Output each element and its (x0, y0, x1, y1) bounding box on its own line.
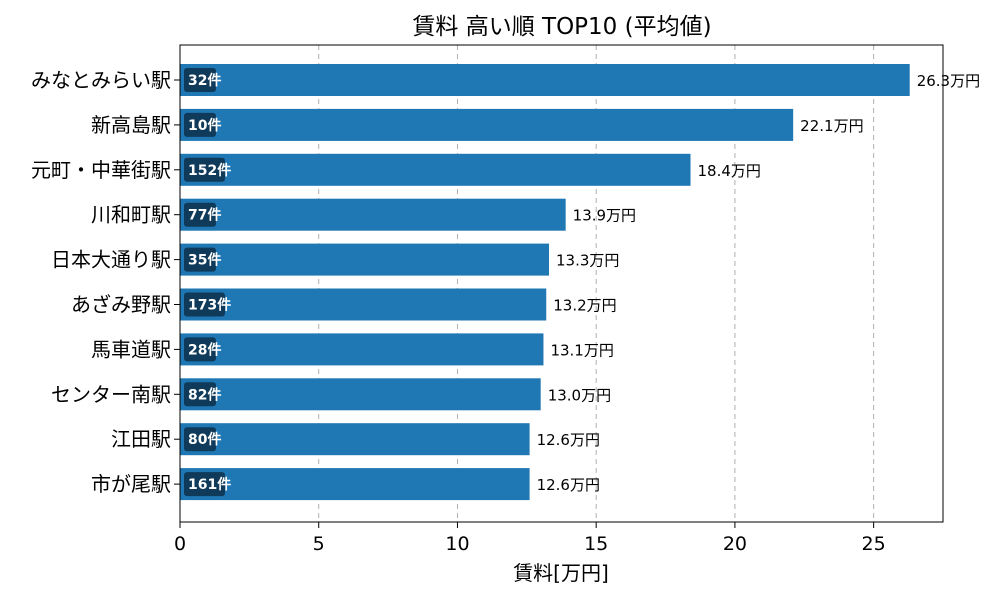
bars: 26.3万円 32件 22.1万円 10件 18.4万円 152件 13.9万円 77件 13.… (180, 64, 980, 501)
y-category-label: 馬車道駅 (91, 337, 171, 361)
bar-value-label: 18.4万円 (698, 162, 761, 180)
x-tick-label: 15 (584, 533, 608, 555)
bar-value-label: 13.9万円 (573, 207, 636, 225)
y-category-label: あざみ野駅 (71, 293, 171, 317)
y-category-label: 江田駅 (111, 427, 171, 451)
count-badge-label: 77件 (188, 207, 221, 224)
bar (180, 423, 530, 456)
count-badge (184, 292, 225, 317)
bar (180, 333, 544, 366)
count-badge (184, 202, 216, 227)
count-badge-label: 10件 (188, 117, 221, 134)
bar (180, 198, 566, 231)
x-axis-ticks: 0 5 10 15 20 25 (174, 522, 886, 555)
y-category-label: 市が尾駅 (91, 472, 171, 496)
count-badge (184, 427, 216, 452)
bar (180, 468, 530, 501)
x-tick-label: 25 (862, 533, 886, 555)
count-badge-label: 173件 (188, 297, 231, 314)
bar (180, 153, 691, 186)
count-badge (184, 247, 216, 272)
count-badge-label: 80件 (188, 431, 221, 448)
bar (180, 108, 794, 141)
bar-value-label: 12.6万円 (537, 431, 600, 449)
y-axis-categories: みなとみらい駅新高島駅元町・中華街駅川和町駅日本大通り駅あざみ野駅馬車道駅センタ… (31, 68, 180, 496)
x-tick-label: 20 (723, 533, 747, 555)
y-category-label: センター南駅 (51, 382, 171, 406)
bar (180, 64, 910, 96)
count-badge (184, 337, 216, 362)
y-category-label: 川和町駅 (91, 203, 171, 227)
count-badge (184, 112, 216, 137)
x-axis-label: 賃料[万円] (513, 561, 609, 585)
bar (180, 288, 547, 321)
count-badge (184, 157, 225, 182)
count-badge (184, 382, 216, 407)
count-badge-label: 28件 (188, 341, 221, 358)
y-category-label: 新高島駅 (91, 113, 171, 137)
bar (180, 243, 550, 276)
bar (180, 378, 541, 411)
count-badge (184, 68, 216, 92)
y-category-label: 元町・中華街駅 (31, 158, 171, 182)
chart-title: 賃料 高い順 TOP10 (平均値) (412, 14, 711, 40)
bar-value-label: 13.3万円 (556, 252, 619, 270)
y-category-label: 日本大通り駅 (51, 248, 171, 272)
count-badge-label: 161件 (188, 476, 231, 493)
bar-value-label: 12.6万円 (537, 476, 600, 494)
count-badge-label: 82件 (188, 386, 221, 403)
bar-value-label: 13.1万円 (550, 341, 613, 359)
bar-value-label: 22.1万円 (800, 117, 863, 135)
x-tick-label: 10 (445, 533, 469, 555)
bar-value-label: 13.0万円 (548, 386, 611, 404)
x-tick-label: 0 (174, 533, 186, 555)
y-category-label: みなとみらい駅 (31, 68, 171, 92)
plot-frame (179, 44, 944, 523)
count-badge (184, 472, 225, 497)
x-tick-label: 5 (313, 533, 325, 555)
bar-value-label: 13.2万円 (553, 297, 616, 315)
count-badge-label: 35件 (188, 252, 221, 269)
bar-value-label: 26.3万円 (917, 72, 980, 90)
count-badge-label: 152件 (188, 162, 231, 179)
count-badge-label: 32件 (188, 72, 221, 89)
